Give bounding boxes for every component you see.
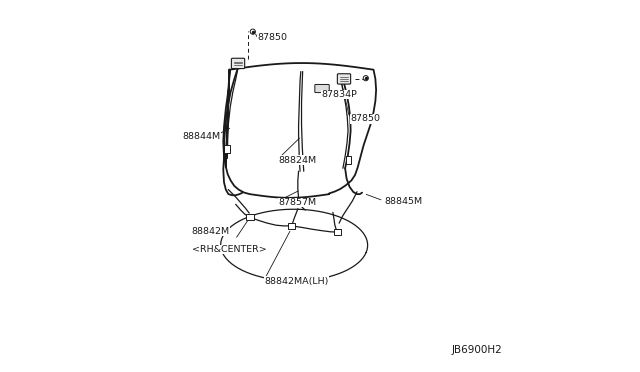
Text: <RH&CENTER>: <RH&CENTER> (191, 245, 266, 254)
Text: 87850: 87850 (350, 114, 380, 123)
Bar (246, 214, 253, 220)
Bar (346, 157, 351, 164)
FancyBboxPatch shape (232, 58, 244, 68)
Text: 87850: 87850 (257, 33, 287, 42)
Text: JB6900H2: JB6900H2 (452, 345, 503, 355)
Text: 88842MA(LH): 88842MA(LH) (264, 277, 328, 286)
Text: 87857M: 87857M (278, 198, 317, 207)
Text: 88842M: 88842M (191, 227, 230, 236)
FancyBboxPatch shape (315, 84, 329, 93)
FancyBboxPatch shape (337, 74, 351, 84)
Bar (287, 223, 295, 229)
Text: 88824M: 88824M (278, 155, 317, 165)
Text: 88844M: 88844M (182, 132, 221, 141)
Text: 87834P: 87834P (322, 90, 358, 99)
Text: 88845M: 88845M (385, 197, 423, 206)
Bar (298, 155, 303, 161)
Bar (224, 145, 230, 153)
Bar (334, 229, 341, 235)
